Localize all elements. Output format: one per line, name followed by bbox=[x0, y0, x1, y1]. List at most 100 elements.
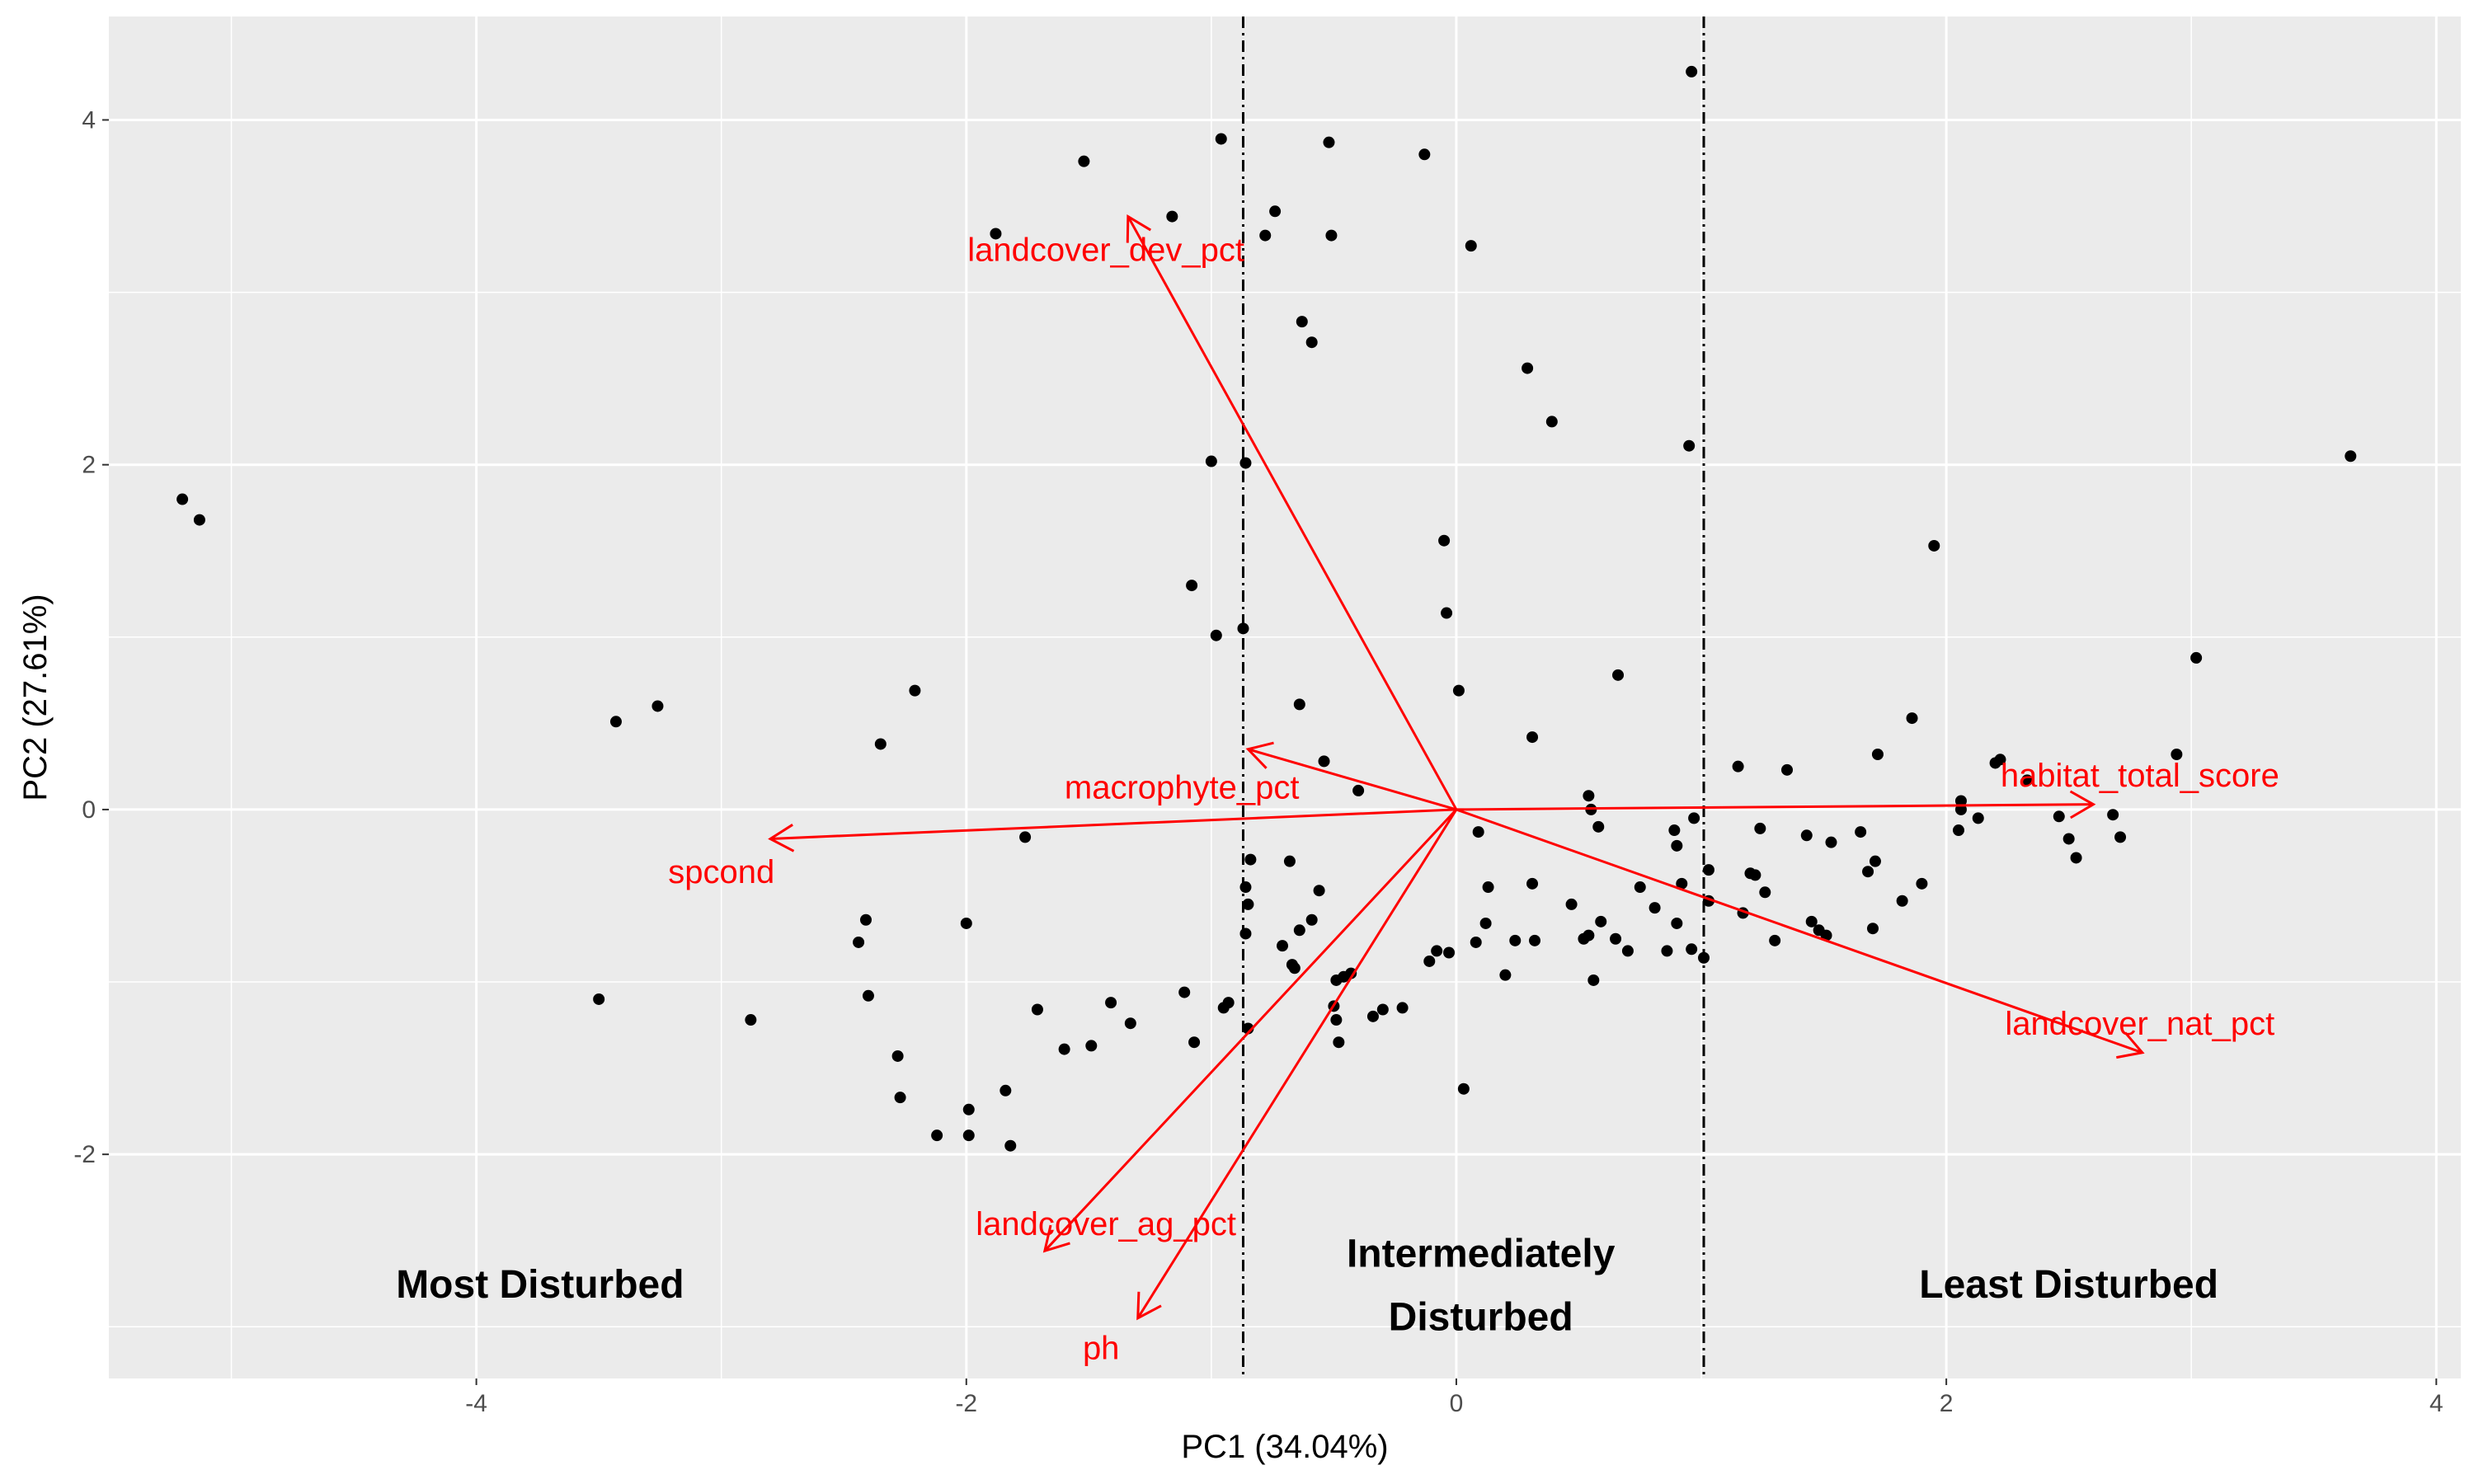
data-point bbox=[1441, 607, 1453, 619]
data-point bbox=[1702, 864, 1714, 876]
data-point bbox=[1587, 974, 1600, 986]
data-point bbox=[1526, 731, 1539, 744]
data-points bbox=[176, 65, 2357, 1152]
data-point bbox=[2070, 852, 2082, 864]
data-point bbox=[1805, 915, 1818, 928]
vector-line bbox=[1248, 748, 1457, 811]
data-point bbox=[1345, 967, 1357, 979]
data-point bbox=[1031, 1003, 1043, 1016]
data-point bbox=[862, 989, 874, 1002]
vector-arrowhead bbox=[2069, 790, 2096, 819]
major-gridlines bbox=[109, 16, 2461, 1378]
data-point bbox=[1269, 205, 1282, 218]
data-point bbox=[1820, 929, 1832, 942]
data-point bbox=[1296, 316, 1308, 328]
data-point bbox=[1754, 822, 1766, 834]
data-point bbox=[1330, 1014, 1343, 1026]
data-point bbox=[999, 1084, 1012, 1097]
data-point bbox=[1323, 136, 1335, 148]
data-point bbox=[1499, 969, 1512, 981]
data-point bbox=[1595, 915, 1607, 928]
region-label: Intermediately bbox=[1347, 1232, 1616, 1275]
data-point bbox=[859, 913, 872, 926]
data-point bbox=[1769, 934, 1781, 946]
data-point bbox=[1078, 155, 1090, 167]
minor-gridlines bbox=[109, 16, 2461, 1378]
data-point bbox=[1855, 826, 1867, 838]
loading-vectors bbox=[768, 214, 2145, 1321]
data-point bbox=[593, 993, 605, 1005]
y-tick-label: 4 bbox=[82, 106, 96, 134]
data-point bbox=[1649, 902, 1661, 914]
vector-label: habitat_total_score bbox=[2001, 758, 2279, 794]
data-point bbox=[990, 228, 1002, 240]
vector-arrowhead bbox=[768, 824, 795, 852]
vector-label: landcover_dev_pct bbox=[967, 232, 1244, 268]
data-point bbox=[1634, 881, 1646, 894]
data-point bbox=[1683, 439, 1696, 452]
data-point bbox=[1293, 924, 1305, 937]
data-point bbox=[1186, 580, 1198, 592]
plot-panel bbox=[109, 16, 2461, 1378]
data-point bbox=[1242, 898, 1254, 910]
data-point bbox=[1906, 712, 1918, 725]
data-point bbox=[2345, 450, 2357, 463]
data-point bbox=[1479, 917, 1492, 929]
data-point bbox=[1686, 943, 1698, 956]
data-point bbox=[960, 917, 972, 929]
data-point bbox=[1283, 855, 1296, 867]
data-point bbox=[1438, 534, 1451, 547]
data-point bbox=[1612, 669, 1625, 681]
y-axis-ticks: -2 0 2 4 bbox=[73, 106, 109, 1168]
data-point bbox=[1952, 824, 1964, 837]
data-point bbox=[1259, 229, 1272, 242]
vector-label: landcover_nat_pct bbox=[2005, 1006, 2274, 1042]
data-point bbox=[1522, 362, 1534, 374]
data-point bbox=[1305, 913, 1318, 926]
data-point bbox=[1465, 240, 1477, 252]
data-point bbox=[1610, 932, 1622, 945]
data-point bbox=[1205, 455, 1217, 467]
vector-arrowhead bbox=[1126, 214, 1152, 243]
data-point bbox=[1239, 881, 1252, 894]
data-point bbox=[894, 1092, 906, 1104]
y-tick-label: -2 bbox=[73, 1141, 96, 1168]
vector-arrowhead bbox=[1245, 741, 1274, 769]
data-point bbox=[1994, 754, 2006, 766]
x-tick-label: 2 bbox=[1940, 1390, 1954, 1417]
data-point bbox=[1862, 866, 1874, 878]
data-point bbox=[1759, 886, 1771, 899]
data-point bbox=[1239, 928, 1252, 940]
vector-label: spcond bbox=[668, 854, 774, 890]
data-point bbox=[1423, 955, 1436, 967]
data-point bbox=[962, 1103, 975, 1115]
data-point bbox=[1457, 1082, 1470, 1095]
data-point bbox=[745, 1014, 757, 1026]
data-point bbox=[1293, 698, 1305, 711]
data-point bbox=[1825, 836, 1837, 848]
data-point bbox=[1688, 812, 1700, 824]
data-point bbox=[1470, 936, 1482, 948]
data-point bbox=[1366, 1010, 1379, 1022]
data-point bbox=[1058, 1043, 1070, 1055]
data-point bbox=[1509, 934, 1522, 946]
data-point bbox=[2107, 809, 2119, 821]
vector-line bbox=[770, 808, 1457, 840]
x-tick-label: 0 bbox=[1450, 1390, 1464, 1417]
data-point bbox=[176, 493, 189, 505]
data-point bbox=[609, 716, 622, 728]
vector-label: ph bbox=[1083, 1330, 1120, 1366]
vector-arrowhead bbox=[1042, 1224, 1070, 1253]
data-point bbox=[1237, 622, 1249, 635]
data-point bbox=[1325, 229, 1338, 242]
x-tick-label: -2 bbox=[955, 1390, 977, 1417]
region-labels: Most Disturbed Intermediately Disturbed Lea… bbox=[396, 1232, 2218, 1339]
data-point bbox=[1443, 946, 1456, 959]
vector-arrowhead bbox=[1136, 1291, 1162, 1321]
region-label: Least Disturbed bbox=[1919, 1263, 2218, 1307]
y-tick-label: 0 bbox=[82, 796, 96, 824]
data-point bbox=[1318, 755, 1330, 768]
data-point bbox=[1210, 629, 1222, 641]
x-axis-ticks: -4 -2 0 2 4 bbox=[465, 1378, 2443, 1417]
